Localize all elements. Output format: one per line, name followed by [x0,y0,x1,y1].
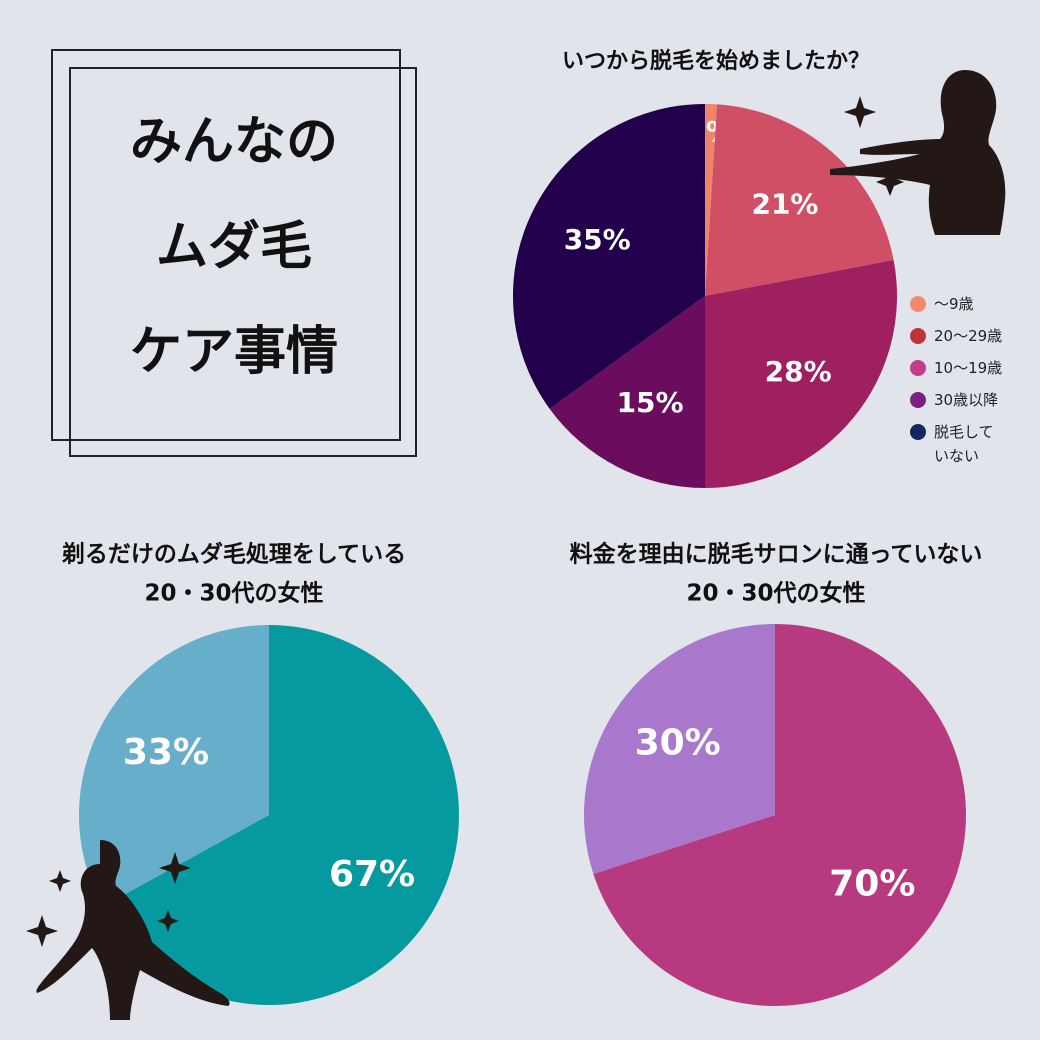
silhouette [830,70,1006,235]
pie-slice [705,104,894,296]
sparkle [26,915,58,947]
chart-title: 20・30代の女性 [686,580,865,607]
chart-title: 料金を理由に脱毛サロンに通っていない [570,541,983,568]
legend-item: 脱毛していない [910,420,1010,468]
title-frame [69,67,417,457]
legend-swatch [910,296,926,312]
legend: 〜9歳 20〜29歳 10〜19歳 30歳以降脱毛していない [910,292,1010,476]
slice-label: 30% [635,722,721,763]
legend-item: 10〜19歳 [910,356,1010,380]
sparkle [157,910,179,932]
silhouette [36,840,230,1020]
legend-swatch [910,392,926,408]
chart-title: 剃るだけのムダ毛処理をしている [62,541,406,568]
sparkle [876,168,904,196]
title-frame [51,49,401,441]
sparkle [844,96,876,128]
headline: みんなの [130,112,338,172]
chart-title: いつから脱毛を始めましたか？ [562,48,870,74]
legend-item: 〜9歳 [910,292,1010,316]
sparkle [159,852,191,884]
sparkle [49,870,71,892]
pie-slice [705,260,898,488]
legend-label: 20〜29歳 [934,327,1003,345]
legend-item: 30歳以降 [910,388,1010,412]
legend-swatch [910,328,926,344]
slice-label: 67% [329,854,415,895]
legend-label: 10〜19歳 [934,359,1003,377]
slice-label: 28% [765,355,832,388]
legend-swatch [910,360,926,376]
slice-label: 15% [617,386,684,419]
legend-swatch [910,424,926,440]
slice-label: 35% [564,223,631,256]
pie-slice [593,624,966,1006]
legend-label: 〜9歳 [934,295,974,313]
pie-slice [584,624,775,875]
pie-slice [513,104,705,409]
chart-title: 20・30代の女性 [144,580,323,607]
legend-label: 30歳以降 [934,391,999,409]
slice-label: 70% [829,864,915,905]
decoration [26,70,1006,1020]
legend-item: 20〜29歳 [910,324,1010,348]
pie-slice [102,625,460,1006]
slice-label: 33% [123,732,209,773]
legend-label: 脱毛していない [934,423,994,465]
headline: ムダ毛 [156,217,312,277]
pie-slice [549,296,705,488]
slice-label: 21% [751,187,818,220]
headline: ケア事情 [130,322,338,382]
pie-slice [79,625,270,907]
pie-slice [705,104,718,296]
